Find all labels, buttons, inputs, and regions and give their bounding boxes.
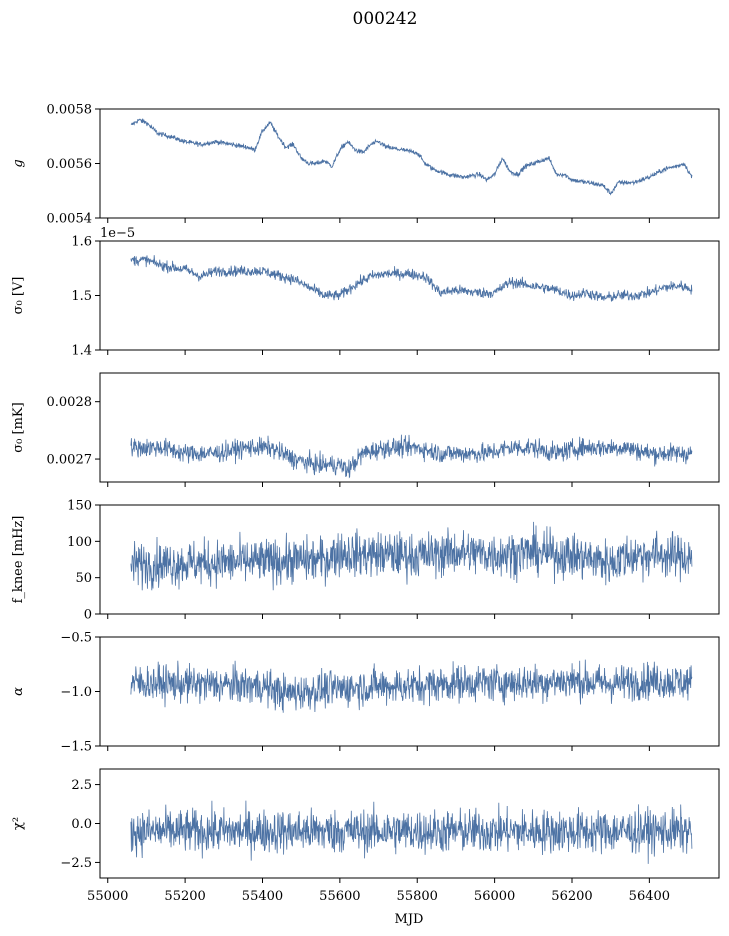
panel-alpha: −1.5 −1.0 −0.5 α xyxy=(11,631,720,755)
panel-fknee: 0 50 100 150 f_knee [mHz] xyxy=(11,499,720,623)
panel-g: 0.0054 0.0056 0.0058 g xyxy=(11,103,720,227)
series-line-sigma0_mK xyxy=(130,434,693,479)
y-tick-label-fknee: 100 xyxy=(67,535,92,550)
y-tick-label-chi2: −2.5 xyxy=(60,856,92,871)
figure-title: 000242 xyxy=(353,9,418,29)
x-tick-label: 55600 xyxy=(319,889,360,904)
series-line-alpha xyxy=(130,659,693,713)
y-tick-label-sigma0_mK: 0.0027 xyxy=(47,453,93,468)
y-tick-label-fknee: 0 xyxy=(84,608,92,623)
axes-frame-g xyxy=(99,108,720,219)
x-tick-label: 56200 xyxy=(551,889,592,904)
x-tick-label: 56000 xyxy=(474,889,515,904)
x-tick-label: 55400 xyxy=(242,889,283,904)
y-axis-label-g: g xyxy=(11,159,26,167)
y-tick-label-g: 0.0058 xyxy=(47,103,93,118)
series-line-fknee xyxy=(130,521,693,591)
x-tick-label: 55800 xyxy=(397,889,438,904)
y-tick-label-sigma0_mK: 0.0028 xyxy=(47,395,93,410)
y-tick-label-sigma0_V: 1.5 xyxy=(71,289,92,304)
panels: 0.0054 0.0056 0.0058 g 1.4 1.5 1.6 1e−5 σ₀ [V] 0.… xyxy=(11,103,720,904)
y-tick-label-g: 0.0054 xyxy=(47,212,93,227)
series-line-sigma0_V xyxy=(130,255,693,302)
y-tick-label-g: 0.0056 xyxy=(47,157,93,172)
y-tick-label-alpha: −1.0 xyxy=(60,685,92,700)
x-tick-label: 55000 xyxy=(87,889,128,904)
axes-frame-sigma0_mK xyxy=(99,372,720,483)
panel-sigma0_mK: 0.0027 0.0028 σ₀ [mK] xyxy=(11,372,720,487)
offset-text-sigma0_V: 1e−5 xyxy=(100,226,135,241)
y-axis-label-alpha: α xyxy=(11,687,26,696)
panel-sigma0_V: 1.4 1.5 1.6 1e−5 σ₀ [V] xyxy=(11,226,720,359)
x-tick-label: 55200 xyxy=(164,889,205,904)
y-tick-label-fknee: 150 xyxy=(67,499,92,514)
y-tick-label-alpha: −0.5 xyxy=(60,631,92,646)
y-tick-label-alpha: −1.5 xyxy=(60,740,92,755)
series-line-chi2 xyxy=(130,800,693,864)
x-axis-label: MJD xyxy=(395,912,424,927)
y-tick-label-fknee: 50 xyxy=(75,571,92,586)
series-line-g xyxy=(130,118,693,196)
y-tick-label-chi2: 0.0 xyxy=(71,817,92,832)
panel-chi2: −2.5 0.0 2.5 55000 55200 55400 55600 55800 56000… xyxy=(11,768,720,904)
x-tick-label: 56400 xyxy=(629,889,670,904)
y-tick-label-sigma0_V: 1.6 xyxy=(71,235,92,250)
y-axis-label-sigma0_mK: σ₀ [mK] xyxy=(11,402,26,452)
y-axis-label-sigma0_V: σ₀ [V] xyxy=(11,277,26,315)
y-axis-label-fknee: f_knee [mHz] xyxy=(11,516,26,604)
y-axis-label-chi2: χ² xyxy=(11,817,26,830)
y-tick-label-chi2: 2.5 xyxy=(71,778,92,793)
axes-frame-fknee xyxy=(99,504,720,615)
y-tick-label-sigma0_V: 1.4 xyxy=(71,344,92,359)
